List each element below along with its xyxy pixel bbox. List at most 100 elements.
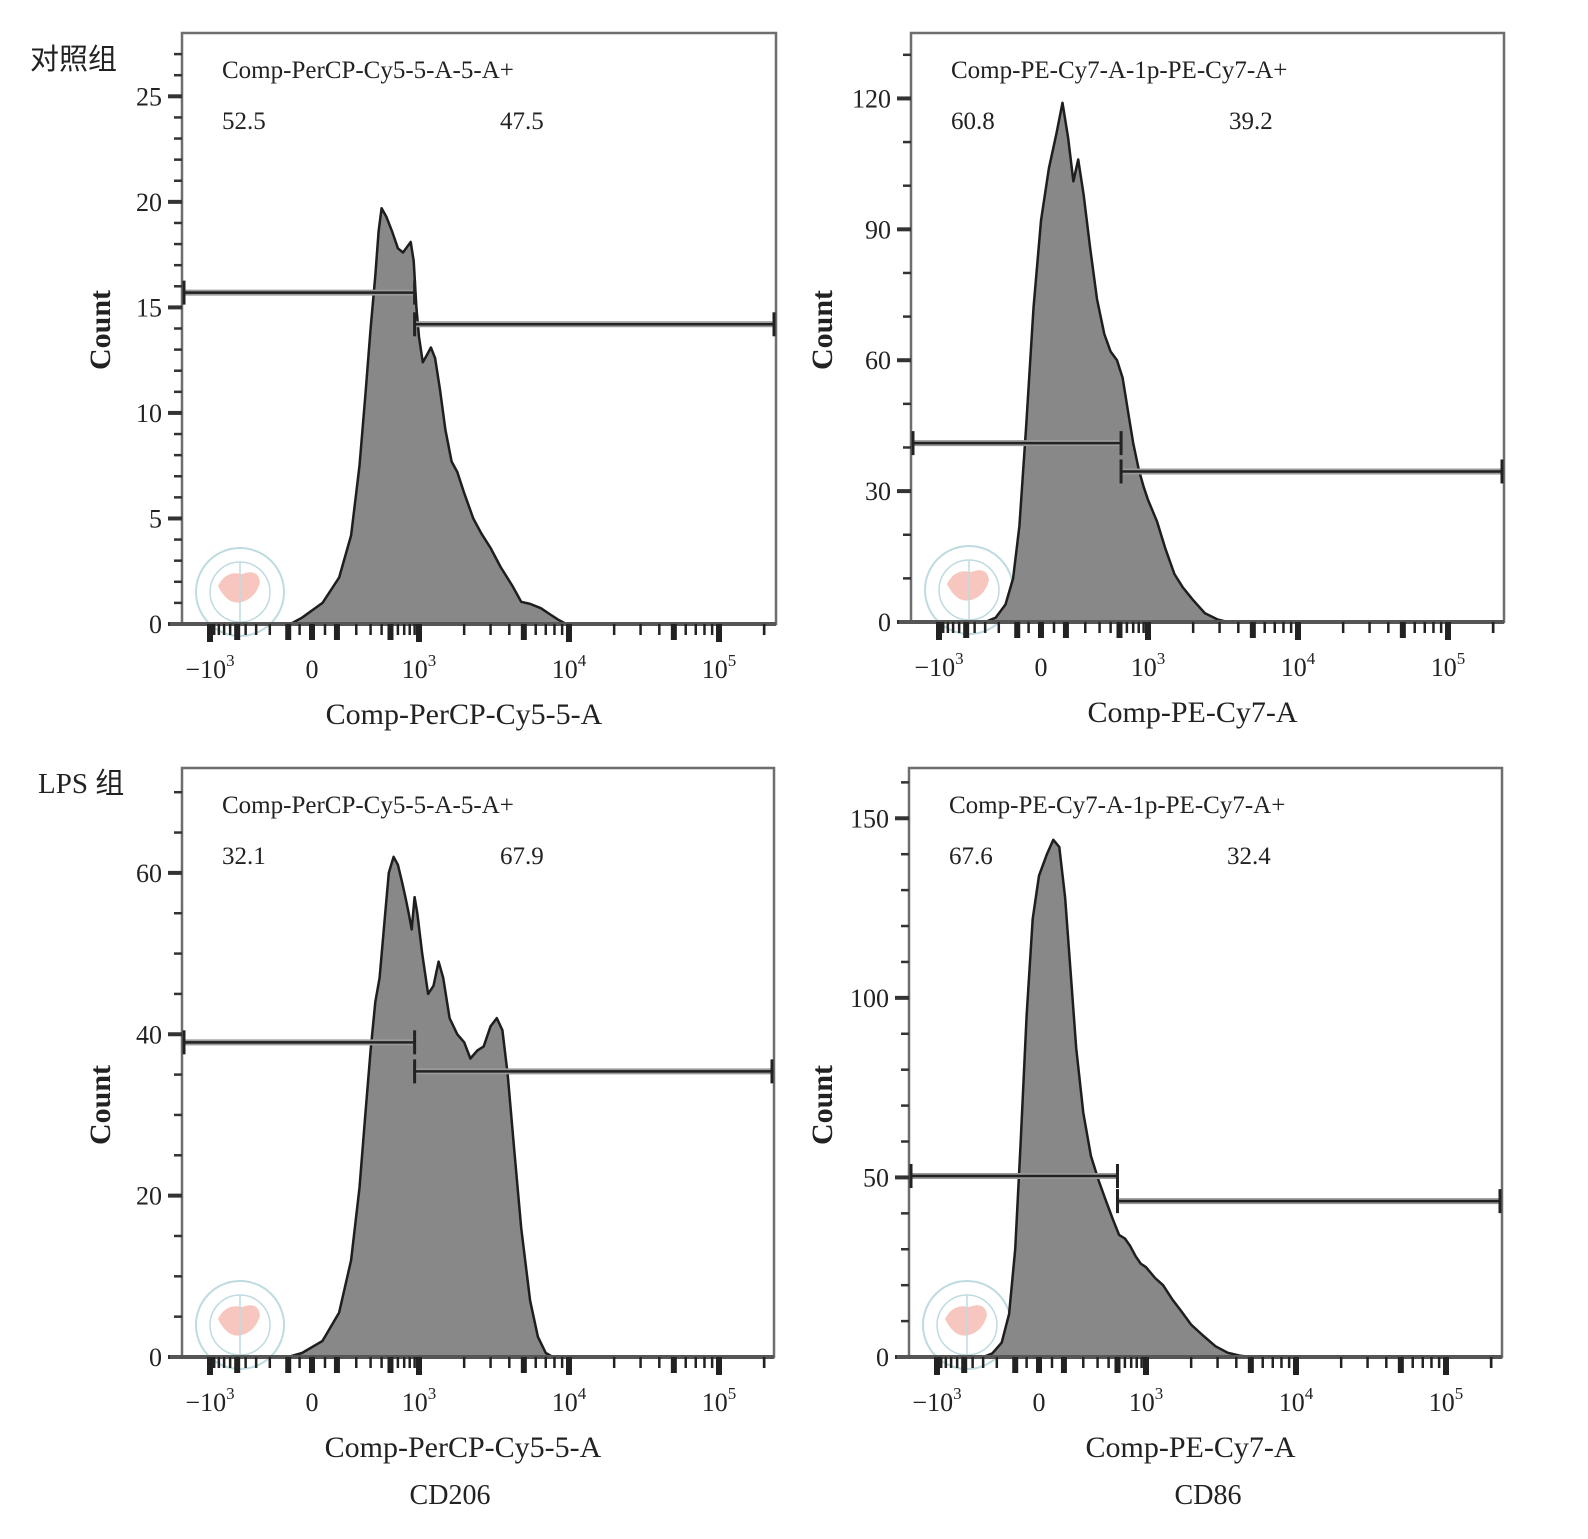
x-axis-label: Comp-PerCP-Cy5-5-A (326, 698, 603, 731)
x-tick-exponent: 5 (1455, 1384, 1464, 1403)
y-tick-label: 30 (865, 477, 891, 506)
gate-title: Comp-PerCP-Cy5-5-A-5-A+ (222, 57, 514, 84)
gate-percent-positive: 32.4 (1227, 843, 1271, 870)
histogram-panel-lps-cd86: Comp-PE-Cy7-A-1p-PE-Cy7-A+67.6 32.4050100… (806, 766, 1504, 1464)
gate-percent-negative: 67.6 (949, 843, 993, 870)
x-tick-exponent: 4 (1307, 649, 1316, 668)
y-tick-label: 20 (136, 1182, 162, 1211)
watermark-seal-icon (922, 1280, 1012, 1370)
x-tick-label: 103 (402, 1384, 437, 1417)
x-tick-label: 103 (1129, 1384, 1164, 1417)
y-tick-label: 0 (876, 1343, 889, 1372)
x-tick-exponent: 5 (728, 651, 737, 670)
histogram-panel-lps-cd206: Comp-PerCP-Cy5-5-A-5-A+32.1 67.90204060Co… (84, 766, 776, 1464)
x-tick-label: −103 (914, 649, 963, 682)
x-axis-label: Comp-PE-Cy7-A (1086, 1431, 1296, 1464)
x-tick-label: −103 (912, 1384, 961, 1417)
x-tick-label: 104 (1281, 649, 1316, 682)
histogram-area (286, 855, 555, 1359)
y-tick-label: 40 (136, 1020, 162, 1049)
column-caption-cd206: CD206 (409, 1480, 491, 1511)
x-axis-label: Comp-PE-Cy7-A (1088, 696, 1298, 729)
x-tick-label: 0 (1035, 653, 1048, 682)
y-tick-label: 5 (149, 504, 162, 533)
histogram-area (983, 101, 1229, 624)
gate-positive (413, 1059, 774, 1084)
y-axis: 0 20 40 60 (136, 790, 182, 1372)
y-tick-label: 120 (852, 84, 891, 113)
gate-negative (909, 1163, 1119, 1188)
plot-frame (909, 31, 1506, 624)
x-tick-label: −103 (185, 1384, 234, 1417)
watermark-map-shape (947, 570, 989, 601)
y-tick-label: 150 (850, 804, 889, 833)
y-tick-label: 60 (136, 859, 162, 888)
y-tick-label: 0 (149, 1343, 162, 1372)
y-tick-label: 60 (865, 346, 891, 375)
x-axis-label: Comp-PerCP-Cy5-5-A (325, 1431, 602, 1464)
histogram-area (981, 838, 1253, 1359)
gate-percent-positive: 39.2 (1229, 108, 1273, 135)
gate-positive (1119, 459, 1504, 484)
watermark-map-shape (218, 572, 260, 603)
y-tick-label: 25 (136, 82, 162, 111)
x-tick-label: 103 (402, 651, 437, 684)
histogram-panel-control-cd206: Comp-PerCP-Cy5-5-A-5-A+ 52.5 47.5 0 5 10 15 20 2… (84, 31, 778, 731)
x-tick-label: 105 (1429, 1384, 1464, 1417)
y-tick-label: 0 (149, 610, 162, 639)
gate-percent-negative: 32.1 (222, 843, 266, 870)
y-axis: 0 5 10 15 20 25 (136, 52, 182, 639)
y-axis-label: Count (84, 290, 117, 370)
y-axis: 0 50 100 150 (850, 781, 909, 1372)
gate-title: Comp-PE-Cy7-A-1p-PE-Cy7-A+ (949, 792, 1285, 819)
x-tick-label: 0 (306, 655, 319, 684)
gate-percent-negative: 60.8 (951, 108, 995, 135)
histogram-area (289, 206, 568, 626)
gate-percent-positive: 47.5 (500, 108, 544, 135)
x-tick-label: −103 (185, 651, 234, 684)
x-tick-exponent: 5 (1457, 649, 1466, 668)
x-tick-exponent: 3 (226, 1384, 235, 1403)
x-tick-label: 104 (552, 1384, 587, 1417)
x-tick-label: 104 (552, 651, 587, 684)
x-tick-label: 105 (1431, 649, 1466, 682)
y-tick-label: 100 (850, 984, 889, 1013)
x-tick-exponent: 4 (1305, 1384, 1314, 1403)
x-tick-exponent: 3 (1155, 1384, 1164, 1403)
gate-negative (182, 280, 417, 305)
y-axis-label: Count (806, 1065, 839, 1145)
x-tick-label: 0 (306, 1388, 319, 1417)
y-tick-label: 20 (136, 188, 162, 217)
x-tick-label: 105 (702, 651, 737, 684)
column-caption-cd86: CD86 (1174, 1480, 1242, 1511)
y-tick-label: 90 (865, 215, 891, 244)
x-tick-label: 0 (1033, 1388, 1046, 1417)
histogram-panel-control-cd86: Comp-PE-Cy7-A-1p-PE-Cy7-A+60.8 39.2030609… (806, 31, 1506, 729)
gate-negative (182, 1030, 417, 1055)
gate-positive (1115, 1189, 1502, 1214)
x-tick-exponent: 3 (953, 1384, 962, 1403)
watermark-map-shape (945, 1305, 987, 1336)
x-tick-exponent: 3 (1157, 649, 1166, 668)
y-axis-label: Count (806, 290, 839, 370)
gate-positive (413, 312, 776, 337)
gate-percent-negative: 52.5 (222, 108, 266, 135)
plot-frame (907, 766, 1504, 1359)
y-tick-label: 15 (136, 293, 162, 322)
watermark-map-shape (218, 1305, 260, 1336)
x-tick-label: 105 (702, 1384, 737, 1417)
x-tick-exponent: 3 (428, 651, 437, 670)
gate-title: Comp-PE-Cy7-A-1p-PE-Cy7-A+ (951, 57, 1287, 84)
x-tick-exponent: 4 (578, 1384, 587, 1403)
group-label-lps: LPS 组 (38, 768, 125, 800)
x-tick-exponent: 3 (955, 649, 964, 668)
gate-negative (911, 431, 1123, 456)
x-tick-exponent: 3 (428, 1384, 437, 1403)
x-axis: −103 0 103 104 105 (185, 1357, 766, 1417)
group-label-control: 对照组 (30, 44, 118, 76)
y-axis: 0 30 60 90 120 (852, 53, 911, 637)
y-tick-label: 0 (878, 608, 891, 637)
y-axis-label: Count (84, 1065, 117, 1145)
